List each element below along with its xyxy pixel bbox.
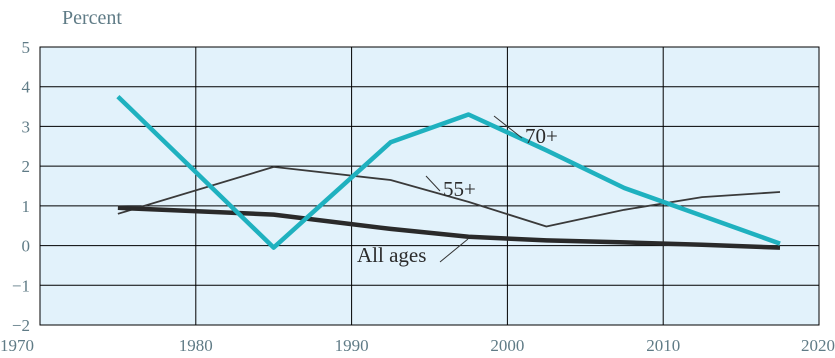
series-annotations: 70+ 55+ All ages <box>357 115 558 267</box>
y-tick-label: 4 <box>22 78 31 97</box>
y-unit-label: Percent <box>62 7 122 29</box>
series-leader-line-55 <box>425 175 441 192</box>
y-tick-label: 1 <box>22 197 31 216</box>
series-line-all-ages <box>117 205 781 250</box>
x-tick-label: 2000 <box>490 336 524 355</box>
grid-lines <box>39 46 820 326</box>
y-tick-label: 3 <box>22 117 31 136</box>
series-leader-line-all-ages <box>439 238 469 263</box>
y-tick-label: 0 <box>22 237 31 256</box>
y-tick-label: 2 <box>22 157 31 176</box>
series-line-55 <box>117 165 781 228</box>
x-tick-label: 1980 <box>179 336 213 355</box>
y-tick-label: −1 <box>12 276 30 295</box>
series-leader-line-70 <box>493 115 523 139</box>
series-label-all-ages: All ages <box>357 243 426 267</box>
x-tick-label: 2010 <box>646 336 680 355</box>
plot-frame <box>39 46 820 326</box>
y-tick-label: −2 <box>12 316 30 335</box>
series-label-55: 55+ <box>443 177 476 201</box>
x-tick-label: 1990 <box>335 336 369 355</box>
x-tick-label: 2020 <box>801 336 835 355</box>
plot-background <box>40 47 819 325</box>
series-line-70 <box>116 94 781 250</box>
x-tick-label: 1970 <box>0 336 34 355</box>
series-label-70: 70+ <box>525 124 558 148</box>
series-lines <box>116 94 781 250</box>
y-tick-label: 5 <box>22 38 31 57</box>
